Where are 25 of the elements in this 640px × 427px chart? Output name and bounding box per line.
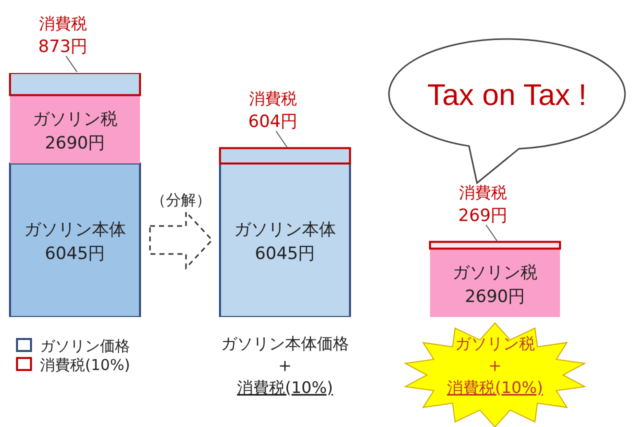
text: 消費税 (249, 89, 297, 108)
text: 消費税 (39, 14, 87, 33)
data-label: 873円 (38, 37, 88, 57)
text: 消費税(10%) (40, 356, 130, 374)
data-label: 6045円 (254, 244, 316, 264)
series-label: ガソリン本体 (24, 220, 126, 240)
x-tick-label: ガソリン税 + 消費税(10%) (446, 334, 544, 397)
bar (10, 95, 140, 164)
bar (9, 73, 141, 96)
data-label: 269円 (458, 206, 508, 226)
bar (9, 162, 141, 317)
text: ガソリン本体 (234, 220, 336, 240)
annotation: Tax on Tax ! (427, 79, 587, 112)
bar (429, 240, 561, 250)
text: ガソリン税 (452, 262, 538, 283)
bar (430, 248, 560, 317)
annotation: （分解） (151, 191, 211, 209)
data-label: 604円 (248, 112, 298, 132)
text: 消費税 (459, 182, 507, 202)
data-label: 2690円 (44, 133, 106, 154)
data-label: 2690円 (464, 286, 526, 307)
series-label: ガソリン税 (32, 109, 118, 130)
x-tick-label: ガソリン本体価格 + 消費税(10%) (221, 334, 349, 397)
data-label: 6045円 (44, 244, 106, 264)
text: ガソリン価格 (40, 337, 130, 355)
